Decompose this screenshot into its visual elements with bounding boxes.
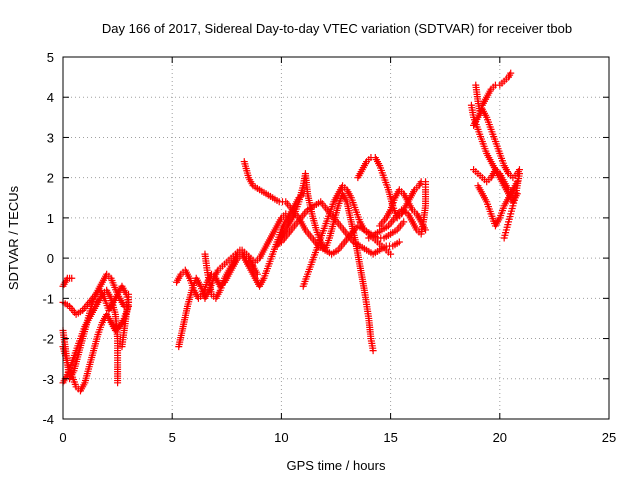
data-point	[515, 170, 523, 178]
y-tick-label: 1	[47, 211, 54, 226]
data-point	[507, 69, 515, 77]
x-tick-label: 5	[169, 430, 176, 445]
x-tick-label: 20	[493, 430, 507, 445]
series-track-i	[201, 210, 290, 302]
data-point	[422, 178, 430, 186]
x-tick-label: 10	[274, 430, 288, 445]
x-axis-label: GPS time / hours	[287, 458, 386, 473]
y-tick-label: 2	[47, 171, 54, 186]
x-ticks: 0 5 10 15 20 25	[59, 57, 616, 445]
data-point	[125, 290, 133, 298]
series-track-j	[240, 158, 408, 258]
y-axis-label: SDTVAR / TECUs	[6, 185, 21, 290]
y-tick-label: 3	[47, 130, 54, 145]
series-track-a	[59, 274, 76, 290]
series-track-u	[474, 178, 521, 230]
y-tick-label: 5	[47, 50, 54, 65]
data-point	[387, 250, 395, 258]
data-point	[68, 274, 76, 282]
series-track-f	[118, 290, 133, 351]
data-points	[59, 69, 523, 395]
y-tick-label: 0	[47, 251, 54, 266]
series-track-m	[277, 198, 403, 258]
series-track-r	[472, 69, 515, 117]
x-tick-label: 25	[602, 430, 616, 445]
data-point	[422, 226, 430, 234]
series-track-v	[500, 170, 523, 242]
series-track-o	[365, 178, 430, 242]
y-tick-label: -3	[42, 372, 54, 387]
y-tick-label: -2	[42, 332, 54, 347]
x-tick-label: 0	[59, 430, 66, 445]
plot-frame	[62, 56, 610, 420]
grid-lines	[63, 57, 609, 419]
data-point	[395, 238, 403, 246]
data-point	[400, 218, 408, 226]
y-tick-label: 4	[47, 90, 54, 105]
chart-title: Day 166 of 2017, Sidereal Day-to-day VTE…	[102, 21, 572, 36]
series-track-k	[273, 170, 377, 355]
x-tick-label: 15	[383, 430, 397, 445]
y-tick-label: -4	[42, 412, 54, 427]
series-track-c	[59, 302, 133, 395]
data-point	[369, 347, 377, 355]
data-point	[282, 210, 290, 218]
y-tick-label: -1	[42, 291, 54, 306]
series-track-e	[59, 286, 122, 387]
y-ticks: -4 -3 -2 -1 0 1 2 3 4 5	[42, 50, 609, 427]
series-track-p	[376, 186, 430, 234]
series-track-h	[173, 190, 307, 302]
data-point	[114, 379, 122, 387]
